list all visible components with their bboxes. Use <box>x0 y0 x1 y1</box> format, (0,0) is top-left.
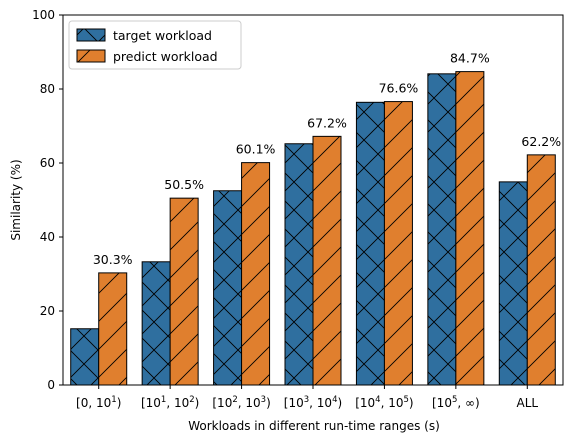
bar-hatch-0-1 <box>141 261 171 386</box>
x-tick-label-3: [103, 104) <box>284 395 342 410</box>
y-tick-label-0: 0 <box>47 378 55 392</box>
y-tick-label-40: 40 <box>40 230 55 244</box>
bar-hatch-1-4 <box>383 101 413 386</box>
bar-hatch-1-2 <box>241 162 271 386</box>
x-tick-label-4: [104, 105) <box>355 395 413 410</box>
bar-hatch-0-5 <box>427 73 457 386</box>
bar-hatch-0-2 <box>213 190 243 386</box>
y-axis-title: Similarity (%) <box>9 159 23 240</box>
legend-box <box>68 20 242 70</box>
legend-swatch-hatch-1 <box>76 49 106 63</box>
legend-label-0: target workload <box>113 28 212 43</box>
data-label-2: 60.1% <box>236 142 276 157</box>
data-label-3: 67.2% <box>307 115 347 130</box>
data-label-6: 62.2% <box>521 134 561 149</box>
y-tick-label-60: 60 <box>40 156 55 170</box>
x-tick-label-0: [0, 101) <box>76 395 121 410</box>
x-tick-label-2: [102, 103) <box>212 395 270 410</box>
data-label-1: 50.5% <box>164 177 204 192</box>
bar-hatch-1-3 <box>312 135 342 386</box>
legend-swatch-hatch-0 <box>76 28 106 42</box>
x-tick-label-6: ALL <box>516 396 538 410</box>
data-label-4: 76.6% <box>379 81 419 96</box>
bar-hatch-0-0 <box>70 328 100 386</box>
bar-hatch-1-0 <box>98 272 128 386</box>
x-tick-label-5: [105, ∞) <box>432 395 480 410</box>
bar-hatch-0-6 <box>498 181 528 386</box>
data-label-0: 30.3% <box>93 252 133 267</box>
y-tick-label-100: 100 <box>32 8 55 22</box>
bar-hatch-1-1 <box>169 197 199 386</box>
x-tick-label-1: [101, 102) <box>141 395 199 410</box>
y-tick-label-80: 80 <box>40 82 55 96</box>
x-axis-title: Workloads in different run-time ranges (… <box>188 419 440 433</box>
bar-hatch-1-6 <box>526 154 556 386</box>
bar-hatch-0-3 <box>284 143 314 386</box>
bar-hatch-1-5 <box>455 71 485 386</box>
y-tick-label-20: 20 <box>40 304 55 318</box>
legend-label-1: predict workload <box>113 49 218 64</box>
data-label-5: 84.7% <box>450 51 490 66</box>
bar-hatch-0-4 <box>355 101 385 386</box>
